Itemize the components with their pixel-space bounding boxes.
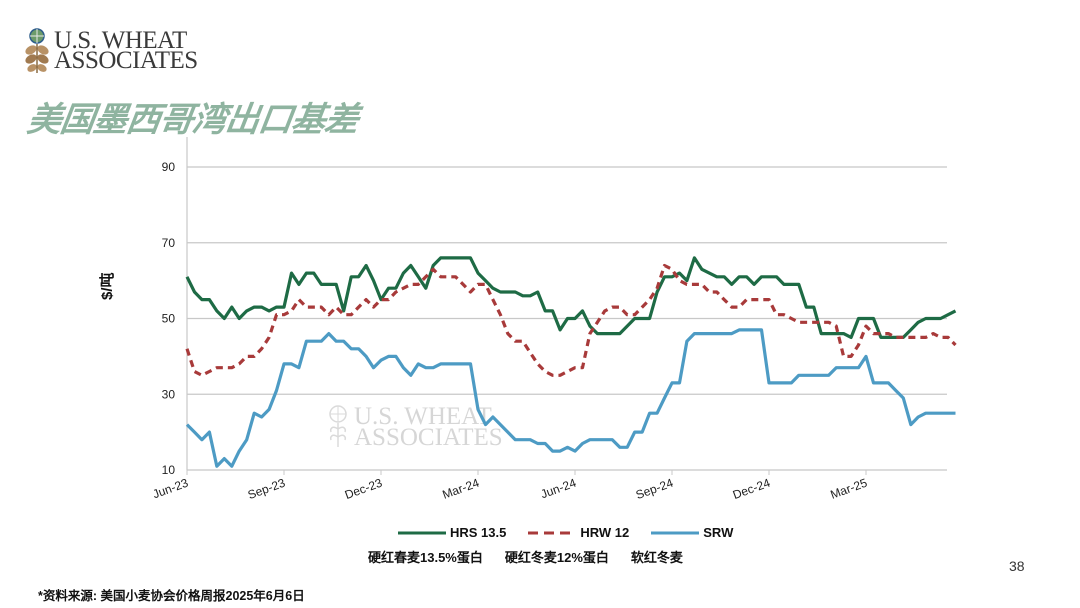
watermark-line-2: ASSOCIATES — [354, 424, 503, 451]
legend-label-hrw: HRW 12 — [580, 525, 630, 540]
y-tick-label: 50 — [162, 312, 176, 326]
x-tick-label: Mar-25 — [829, 476, 870, 502]
logo: U.S. WHEAT ASSOCIATES — [24, 28, 198, 74]
y-tick-label: 70 — [162, 236, 176, 250]
page-number: 38 — [1009, 558, 1025, 574]
series-lines — [185, 256, 957, 468]
series-line-hrw-12 — [185, 263, 957, 377]
x-tick-label: Dec-24 — [731, 476, 772, 502]
x-tick-label: Sep-23 — [246, 476, 287, 503]
y-tick-label: 30 — [162, 387, 176, 401]
legend: HRS 13.5 HRW 12 SRW — [398, 525, 733, 540]
series-line-hrs-13-5 — [185, 256, 957, 339]
y-tick-label: 90 — [162, 160, 176, 174]
solid-line-swatch-icon — [398, 531, 446, 534]
logo-line-1: U.S. WHEAT — [54, 27, 187, 54]
legend-descriptions: 硬红春麦13.5%蛋白 硬红冬麦12%蛋白 软红冬麦 — [368, 547, 683, 566]
x-tick-label: Mar-24 — [441, 476, 482, 502]
watermark: U.S. WHEAT ASSOCIATES — [329, 403, 503, 451]
series-line-srw — [185, 328, 956, 468]
y-tick-label: 10 — [162, 463, 176, 477]
wheat-globe-logo-icon — [24, 28, 50, 74]
legend-desc-srw: 软红冬麦 — [630, 550, 683, 565]
x-tick-label: Jun-23 — [151, 476, 191, 502]
legend-desc-hrw: 硬红冬麦12%蛋白 — [504, 550, 609, 565]
watermark-line-1: U.S. WHEAT — [354, 403, 492, 430]
legend-item-hrs: HRS 13.5 — [398, 525, 506, 540]
legend-label-hrs: HRS 13.5 — [450, 525, 507, 540]
legend-label-srw: SRW — [703, 525, 734, 540]
x-tick-label: Dec-23 — [343, 476, 384, 502]
legend-desc-hrs: 硬红春麦13.5%蛋白 — [368, 550, 483, 565]
logo-text: U.S. WHEAT ASSOCIATES — [54, 27, 198, 74]
logo-line-2: ASSOCIATES — [54, 47, 198, 74]
legend-item-hrw: HRW 12 — [528, 525, 629, 540]
x-tick-label: Jun-24 — [539, 476, 579, 502]
source-note: *资料来源: 美国小麦协会价格周报2025年6月6日 — [38, 589, 305, 603]
dashed-line-swatch-icon — [528, 531, 577, 534]
solid-line-swatch-icon — [651, 531, 700, 534]
x-tick-label: Sep-24 — [634, 476, 675, 503]
legend-item-srw: SRW — [651, 525, 733, 540]
